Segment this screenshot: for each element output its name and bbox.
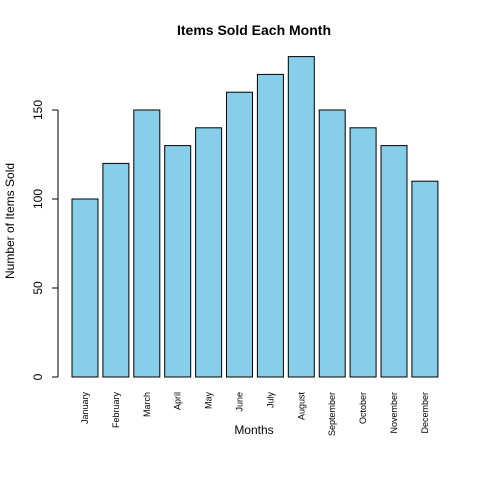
- x-tick-label-april: April: [173, 392, 183, 410]
- category-labels: January February March April May June July Augu…: [80, 392, 430, 437]
- x-tick-label-september: September: [327, 392, 337, 436]
- bar-november: [380, 145, 408, 378]
- bar-march: [133, 109, 161, 378]
- y-axis-label: Number of Items Sold: [3, 163, 17, 279]
- bar-may: [195, 127, 223, 378]
- x-tick-label-november: November: [389, 392, 399, 434]
- bar-april: [164, 145, 192, 378]
- bar-december: [411, 180, 439, 378]
- x-tick-label-may: May: [204, 392, 214, 410]
- x-tick-label-march: March: [142, 392, 152, 417]
- y-axis: 0 50 100 150: [31, 100, 59, 380]
- bar-august: [287, 56, 315, 378]
- x-tick-label-june: June: [235, 392, 245, 412]
- y-tick-label: 150: [31, 100, 45, 120]
- x-tick-label-december: December: [420, 392, 430, 434]
- x-tick-label-october: October: [358, 392, 368, 424]
- bar-june: [226, 91, 253, 378]
- x-tick-label-july: July: [265, 392, 275, 409]
- x-tick-label-august: August: [296, 392, 306, 421]
- x-tick-label-january: January: [80, 392, 90, 425]
- bar-february: [102, 162, 130, 378]
- chart-title: Items Sold Each Month: [177, 22, 331, 38]
- x-axis-label: Months: [234, 423, 273, 437]
- bar-october: [349, 127, 377, 378]
- x-tick-label-february: February: [111, 392, 121, 429]
- y-tick-label: 50: [31, 281, 45, 295]
- bar-september: [318, 109, 346, 378]
- bars: [71, 56, 439, 378]
- y-tick-label: 0: [31, 373, 45, 380]
- bar-january: [71, 198, 99, 378]
- bar-july: [256, 73, 284, 378]
- y-tick-label: 100: [31, 189, 45, 209]
